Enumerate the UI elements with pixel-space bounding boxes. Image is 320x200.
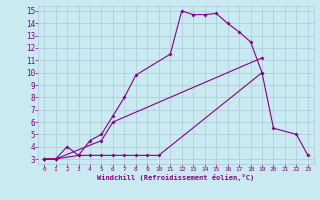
X-axis label: Windchill (Refroidissement éolien,°C): Windchill (Refroidissement éolien,°C) bbox=[97, 174, 255, 181]
